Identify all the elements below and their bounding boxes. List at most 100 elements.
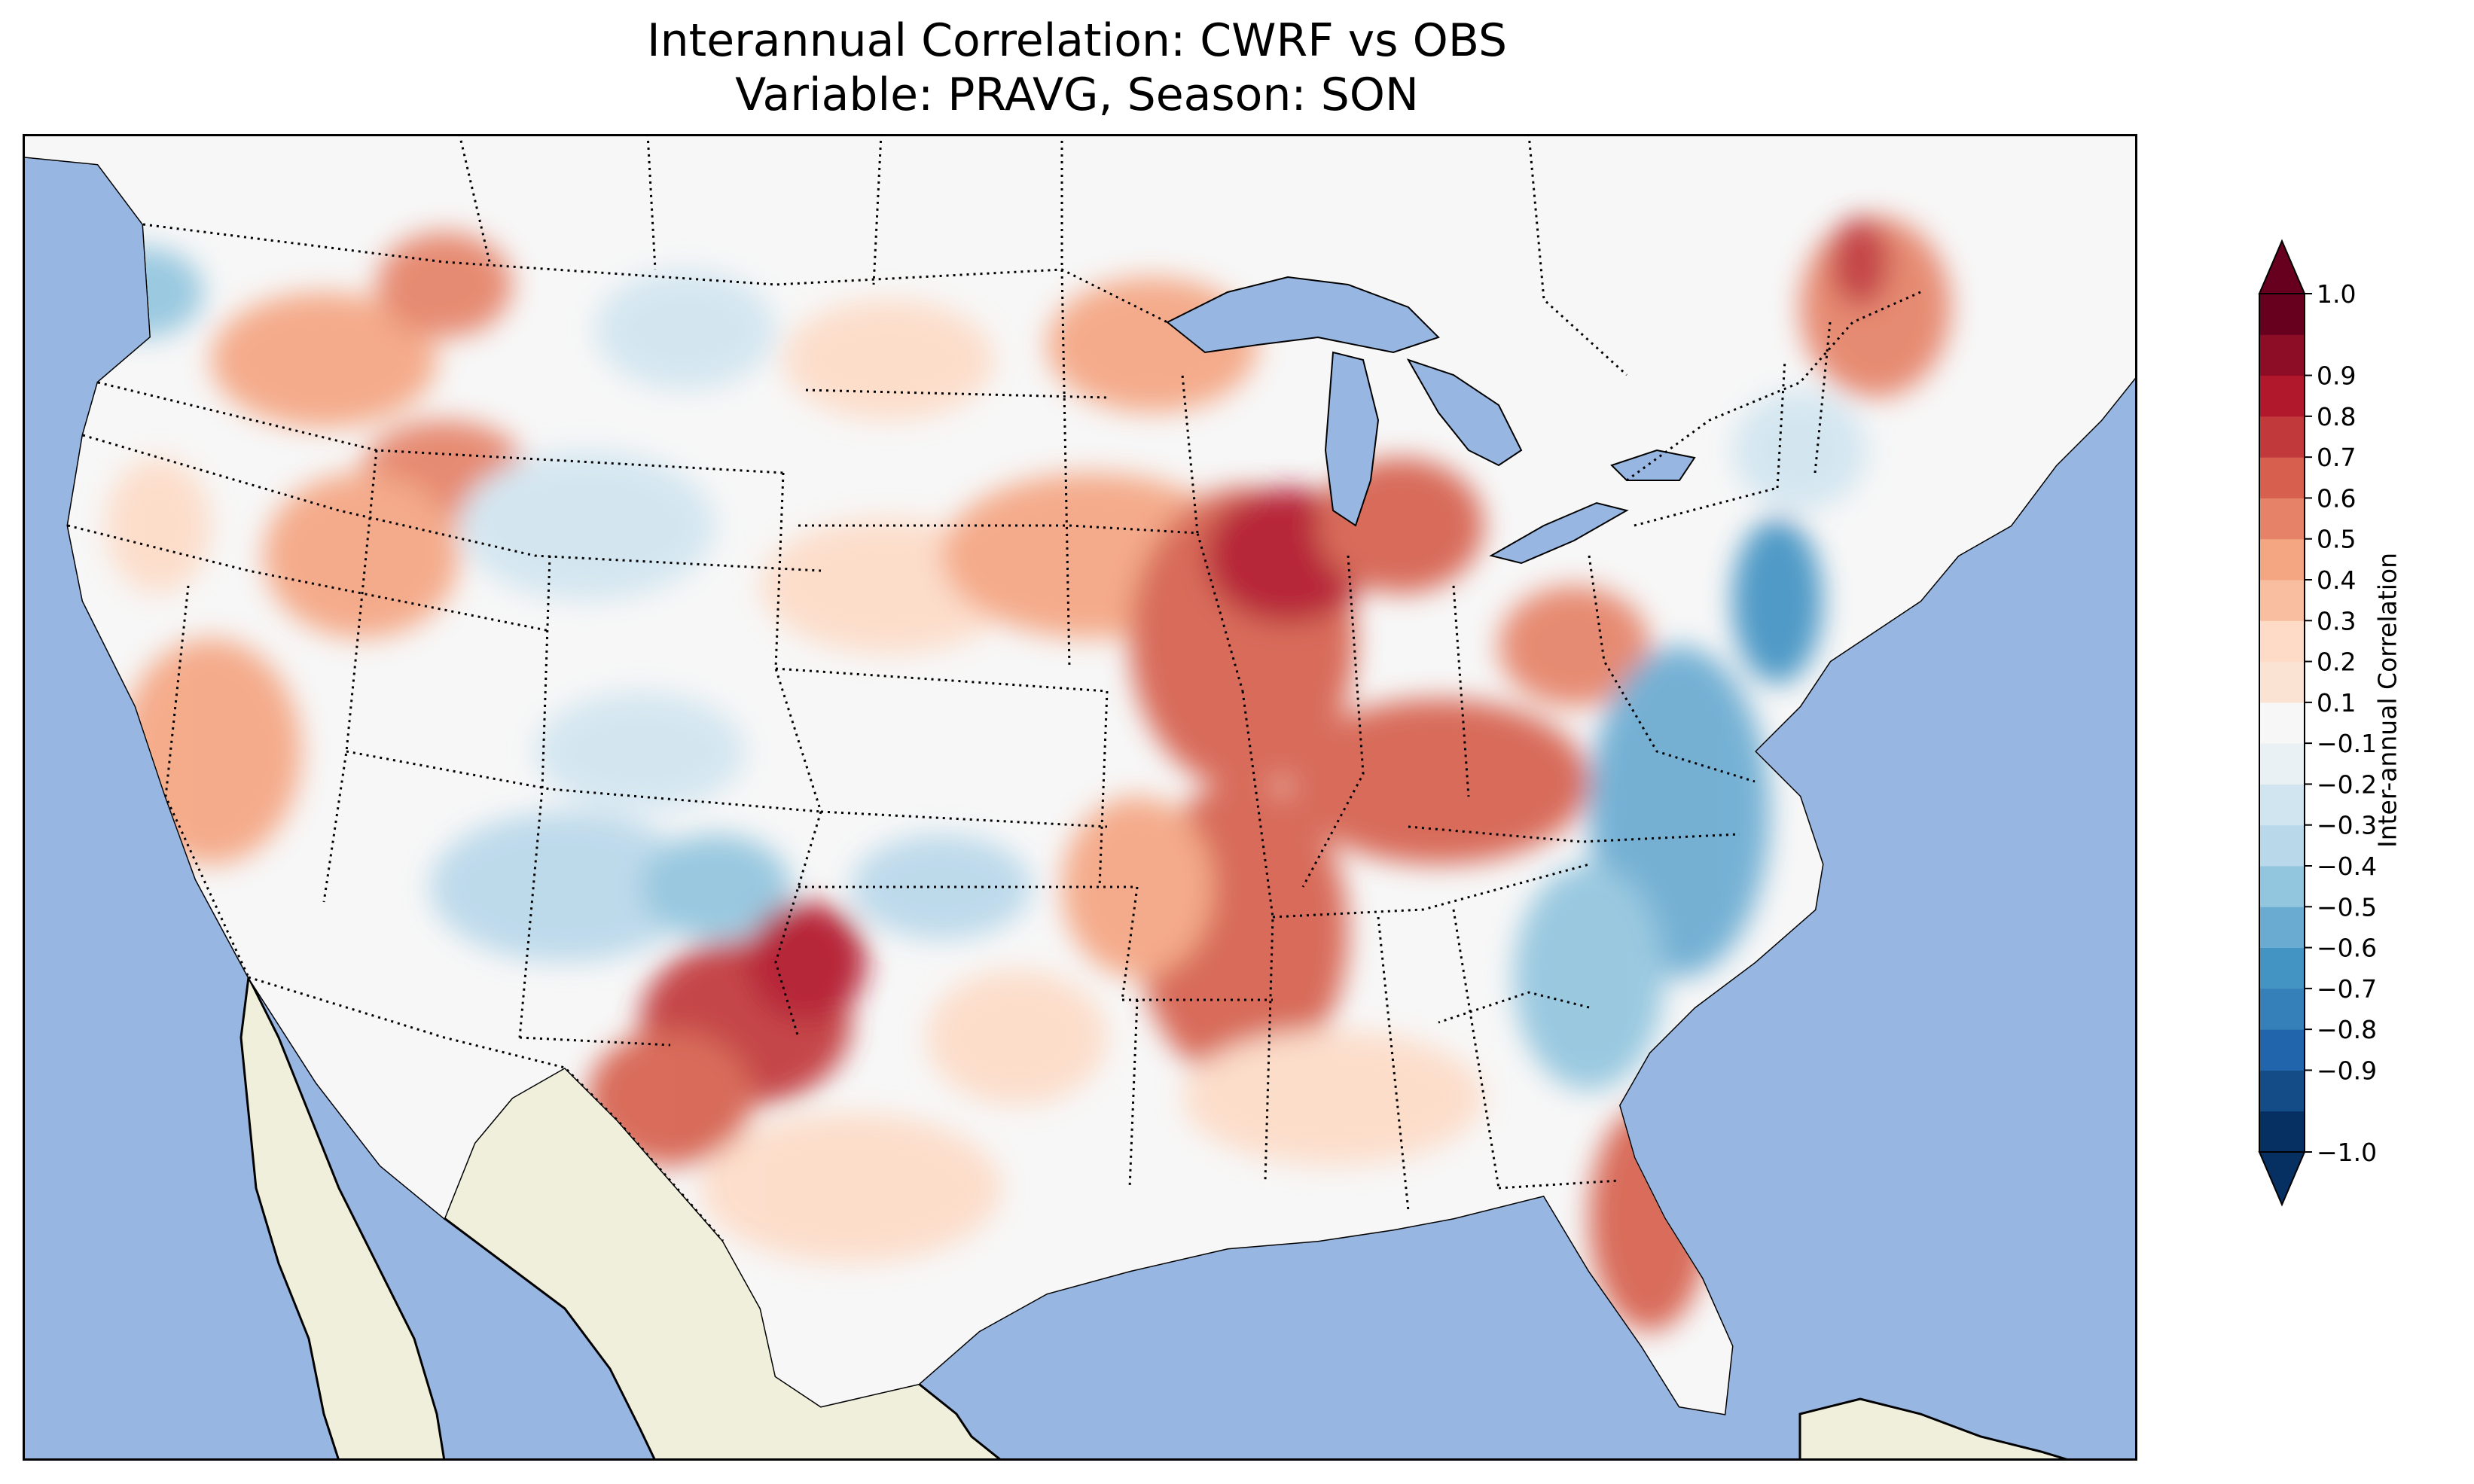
field-blob xyxy=(783,300,994,420)
border-line xyxy=(774,811,822,1038)
title-line-1: Interannual Correlation: CWRF vs OBS xyxy=(646,14,1508,67)
colorbar-segment xyxy=(2259,661,2305,703)
border-line xyxy=(1069,524,1244,692)
us-canada-border xyxy=(1626,291,1921,482)
colorbar-segment xyxy=(2259,375,2305,417)
colorbar-tick-label: 0.9 xyxy=(2317,361,2356,391)
colorbar-tick-label: 0.6 xyxy=(2317,483,2356,513)
title-line-2: Variable: PRAVG, Season: SON xyxy=(735,69,1419,121)
field-blob xyxy=(640,834,791,940)
field-blob xyxy=(587,1030,753,1166)
colorbar-segment xyxy=(2259,538,2305,580)
colorbar-segment xyxy=(2259,824,2305,867)
lake-erie xyxy=(1489,501,1629,565)
colorbar-tick-label: 0.7 xyxy=(2317,443,2356,472)
border-line xyxy=(67,524,551,632)
border-line xyxy=(798,885,1139,1001)
lake-ontario xyxy=(1610,449,1696,481)
colorbar-segment xyxy=(2259,988,2305,1030)
field-blob xyxy=(595,270,776,390)
correlation-map xyxy=(23,134,2137,1461)
border-line xyxy=(1776,359,1786,489)
colorbar-segment xyxy=(2259,866,2305,907)
colorbar-tick-label: 0.3 xyxy=(2317,606,2356,635)
border-line xyxy=(1814,321,1832,474)
field-blob xyxy=(459,450,715,601)
us-mexico-border xyxy=(248,976,725,1242)
colorbar-segment xyxy=(2259,907,2305,949)
baja-california xyxy=(239,973,446,1461)
border-line xyxy=(1438,991,1590,1024)
colorbar-tick-label: −0.3 xyxy=(2317,811,2377,840)
colorbar-frame xyxy=(2259,293,2305,1153)
field-blob xyxy=(1830,217,1890,307)
lake-superior xyxy=(1166,276,1440,354)
colorbar-extend-min xyxy=(2258,1151,2306,1207)
border-line xyxy=(518,555,551,1038)
field-blob xyxy=(700,1113,1002,1263)
colorbar-segment xyxy=(2259,1111,2305,1153)
field-blob xyxy=(105,458,211,593)
field-blob xyxy=(1732,390,1868,510)
colorbar-segment xyxy=(2259,416,2305,458)
colorbar-tick-label: −0.8 xyxy=(2317,1015,2377,1044)
colorbar-tick-label: 0.2 xyxy=(2317,648,2356,677)
border-line xyxy=(1377,916,1410,1211)
map-frame xyxy=(23,134,2137,1461)
colorbar-segment xyxy=(2259,947,2305,989)
field-blob xyxy=(1288,699,1589,864)
colorbar-tick-label: 0.5 xyxy=(2317,525,2356,554)
border-line xyxy=(346,750,822,813)
colorbar: −1.0 −0.9 −0.8 −0.7 −0.6 −0.5 −0.4 −0.3 −0.2 −0.1… xyxy=(2258,239,2377,1207)
field-blob xyxy=(535,691,746,812)
canada-province-border xyxy=(1527,134,1628,376)
figure-title: Interannual Correlation: CWRF vs OBS Var… xyxy=(23,14,2131,122)
border-line xyxy=(82,434,822,572)
border-line xyxy=(805,389,1108,399)
field-blob xyxy=(926,970,1107,1105)
border-line xyxy=(1098,690,1109,888)
colorbar-tick-label: 0.1 xyxy=(2317,688,2356,718)
colorbar-segment xyxy=(2259,498,2305,540)
border-line xyxy=(164,585,250,978)
great-lakes xyxy=(1166,276,1696,565)
cuba xyxy=(1798,1397,2072,1461)
colorbar-segment xyxy=(2259,743,2305,785)
colorbar-label: Inter-annual Correlation xyxy=(2372,552,2402,849)
colorbar-tick-label: 1.0 xyxy=(2317,279,2356,309)
colorbar-segment xyxy=(2259,1029,2305,1071)
border-line xyxy=(1634,486,1778,527)
border-line xyxy=(1272,863,1590,919)
border-line xyxy=(1452,585,1470,797)
border-line xyxy=(1241,690,1274,1181)
field-blob xyxy=(1514,864,1664,1090)
border-line xyxy=(1301,555,1365,888)
colorbar-tick-label: −0.1 xyxy=(2317,729,2377,758)
canada-province-border xyxy=(458,134,491,263)
colorbar-segment xyxy=(2259,1070,2305,1112)
colorbar-extend-max xyxy=(2258,239,2306,294)
colorbar-segment xyxy=(2259,334,2305,376)
colorbar-tick-label: −0.9 xyxy=(2317,1056,2377,1085)
field-blob xyxy=(264,473,459,638)
field-blob xyxy=(1732,518,1823,684)
colorbar-tick-label: −1.0 xyxy=(2317,1138,2377,1167)
field-blob xyxy=(377,232,512,337)
colorbar-tick-label: −0.7 xyxy=(2317,974,2377,1004)
colorbar-segment xyxy=(2259,457,2305,498)
field-blob xyxy=(1182,1030,1484,1166)
colorbar-tick-label: 0.8 xyxy=(2317,402,2356,431)
colorbar-segment xyxy=(2259,580,2305,621)
border-line xyxy=(519,1036,671,1047)
lake-michigan xyxy=(1324,351,1380,527)
colorbar-segment xyxy=(2259,702,2305,744)
border-line xyxy=(1128,999,1139,1189)
border-line xyxy=(1408,825,1740,843)
field-blob xyxy=(211,292,437,428)
colorbar-tick-label: −0.2 xyxy=(2317,769,2377,799)
border-line xyxy=(1060,269,1071,669)
colorbar-tick-label: −0.4 xyxy=(2317,852,2377,881)
field-blob xyxy=(746,902,866,1022)
canada-province-border xyxy=(646,134,657,270)
border-line xyxy=(775,667,1108,693)
